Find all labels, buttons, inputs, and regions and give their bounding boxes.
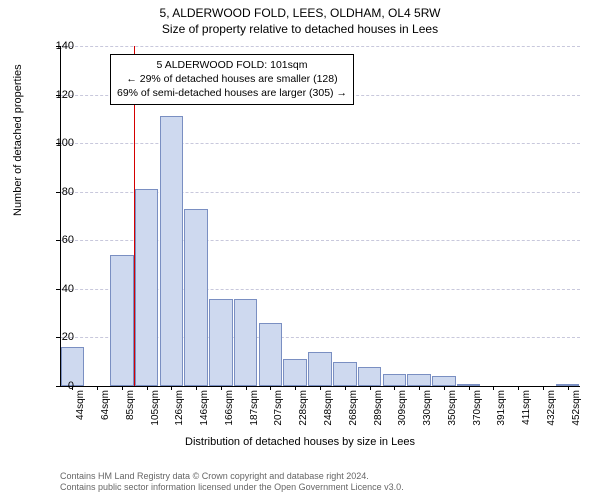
annotation-line: 69% of semi-detached houses are larger (… (117, 86, 347, 100)
x-tick-label: 207sqm (273, 390, 284, 426)
histogram-bar (209, 299, 233, 386)
x-tick-label: 391sqm (496, 390, 507, 426)
x-tick-label: 370sqm (472, 390, 483, 426)
chart-container: 5, ALDERWOOD FOLD, LEES, OLDHAM, OL4 5RW… (0, 0, 600, 500)
y-axis-label: Number of detached properties (12, 64, 24, 216)
histogram-bar (135, 189, 159, 386)
x-tick-label: 452sqm (571, 390, 582, 426)
x-tick-label: 289sqm (373, 390, 384, 426)
histogram-bar (358, 367, 382, 386)
x-tick-label: 350sqm (447, 390, 458, 426)
y-tick-label: 0 (44, 380, 74, 392)
x-tick-label: 248sqm (323, 390, 334, 426)
x-axis-label: Distribution of detached houses by size … (0, 436, 600, 448)
x-tick-label: 64sqm (100, 390, 111, 420)
histogram-bar (184, 209, 208, 386)
plot-area: 44sqm64sqm85sqm105sqm126sqm146sqm166sqm1… (60, 46, 580, 386)
y-tick-label: 100 (44, 137, 74, 149)
histogram-bar (383, 374, 407, 386)
x-tick-label: 105sqm (150, 390, 161, 426)
title-line-2: Size of property relative to detached ho… (0, 22, 600, 38)
x-tick-label: 411sqm (521, 390, 532, 425)
chart-title: 5, ALDERWOOD FOLD, LEES, OLDHAM, OL4 5RW… (0, 0, 600, 37)
x-tick-label: 330sqm (422, 390, 433, 426)
histogram-bar (234, 299, 258, 386)
annotation-line: 5 ALDERWOOD FOLD: 101sqm (117, 58, 347, 72)
x-tick-label: 166sqm (224, 390, 235, 426)
y-tick-label: 40 (44, 283, 74, 295)
annotation-line: ← 29% of detached houses are smaller (12… (117, 72, 347, 86)
histogram-bar (160, 116, 184, 386)
histogram-bar (259, 323, 283, 386)
x-tick-label: 187sqm (249, 390, 260, 426)
y-tick-label: 60 (44, 234, 74, 246)
x-tick-label: 126sqm (174, 390, 185, 426)
x-tick-label: 85sqm (125, 390, 136, 420)
footer-attribution: Contains HM Land Registry data © Crown c… (60, 471, 404, 494)
x-tick-label: 309sqm (397, 390, 408, 426)
grid-line (60, 143, 580, 144)
x-tick-label: 146sqm (199, 390, 210, 426)
x-tick-label: 432sqm (546, 390, 557, 426)
y-tick-label: 140 (44, 40, 74, 52)
histogram-bar (432, 376, 456, 386)
histogram-bar (407, 374, 431, 386)
grid-line (60, 46, 580, 47)
x-tick-label: 44sqm (75, 390, 86, 420)
histogram-bar (110, 255, 134, 386)
x-tick-label: 268sqm (348, 390, 359, 426)
y-tick-label: 20 (44, 331, 74, 343)
footer-line-2: Contains public sector information licen… (60, 482, 404, 494)
annotation-box: 5 ALDERWOOD FOLD: 101sqm← 29% of detache… (110, 54, 354, 105)
title-line-1: 5, ALDERWOOD FOLD, LEES, OLDHAM, OL4 5RW (0, 6, 600, 22)
histogram-bar (283, 359, 307, 386)
y-tick-label: 80 (44, 186, 74, 198)
y-tick-label: 120 (44, 89, 74, 101)
histogram-bar (308, 352, 332, 386)
footer-line-1: Contains HM Land Registry data © Crown c… (60, 471, 404, 483)
x-axis (60, 386, 580, 387)
histogram-bar (333, 362, 357, 386)
x-tick-label: 228sqm (298, 390, 309, 426)
